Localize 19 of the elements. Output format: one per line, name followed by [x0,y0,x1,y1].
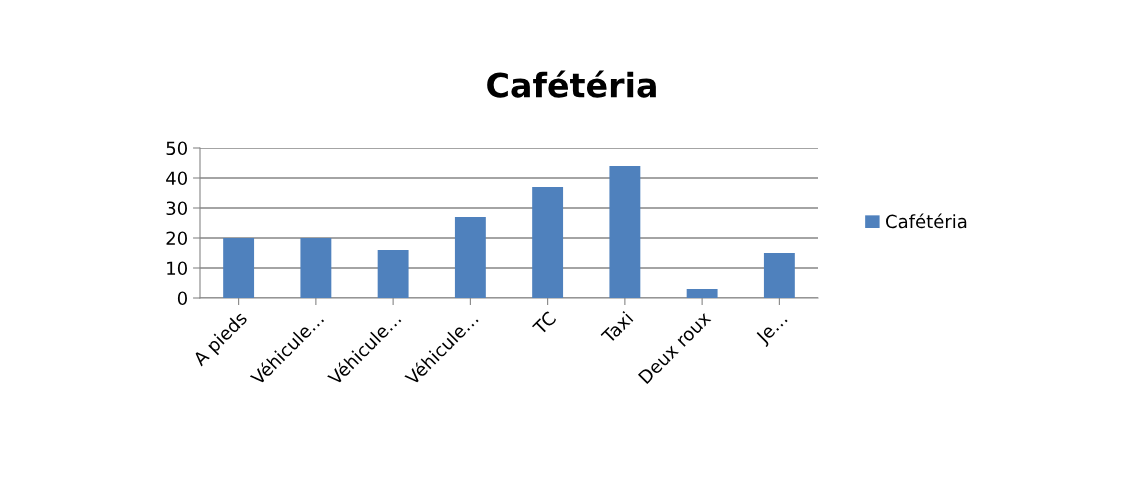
y-tick-label: 10 [167,261,187,276]
bar [377,250,409,298]
x-tick-label: Je… [754,311,791,348]
y-tick-label: 50 [166,141,187,156]
bar [223,238,255,298]
y-tick-label: 40 [166,171,187,186]
chart-title: Cafétéria [487,70,656,98]
bar [300,238,332,298]
legend-label: Cafétéria [886,213,967,229]
bar [609,166,641,298]
y-tick-label: 30 [166,201,187,216]
y-tick-label: 0 [177,291,187,306]
x-tick-label: Taxi [600,311,634,345]
y-tick-label: 20 [166,231,187,246]
bar [454,217,486,298]
bar [763,253,795,298]
bar [686,289,718,298]
bar [532,187,564,298]
x-tick-label: TC [531,310,557,336]
